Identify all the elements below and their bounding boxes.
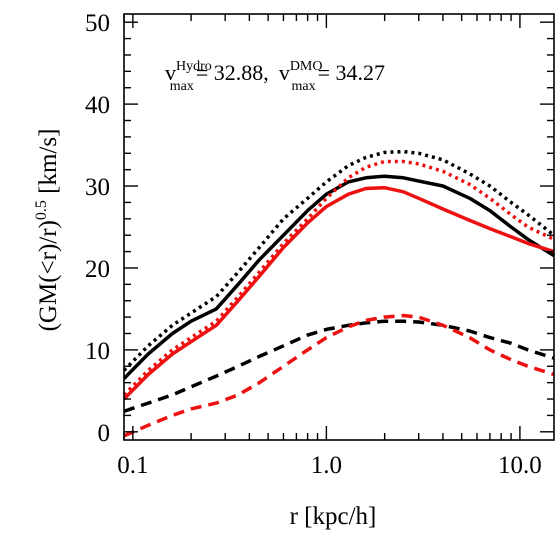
y-tick-label: 0 — [98, 420, 111, 447]
tick-labels: 0 10 20 30 40 50 0.1 1.0 10.0 — [85, 10, 542, 479]
annot-sup1: Hydro — [176, 59, 212, 74]
annot-sup2: DMO — [290, 59, 323, 74]
y-tick-label: 50 — [85, 10, 110, 37]
y-axis-title-sup: 0.5 — [33, 200, 50, 220]
series-line-1-solid-red — [122, 185, 555, 401]
y-tick-label: 10 — [85, 338, 110, 365]
x-axis-title: r [kpc/h] — [290, 503, 377, 530]
y-axis-title-post: [km/s] — [35, 129, 62, 201]
plot-frame — [123, 13, 555, 441]
annot-sub1: max — [170, 79, 194, 94]
axes-layer — [123, 13, 555, 441]
annot-v1: v — [165, 60, 176, 85]
series-line-5-dashed-red — [123, 313, 555, 438]
series-line-2-dotted-black — [122, 149, 556, 372]
y-tick-label: 30 — [85, 174, 110, 201]
y-axis-title: (GM(<r)/r)0.5 [km/s] — [33, 129, 62, 332]
series-layer — [122, 149, 556, 438]
y-tick-label: 20 — [85, 256, 110, 283]
annot-v2: v — [279, 60, 290, 85]
annot-val1: = 32.88, — [196, 60, 269, 85]
y-axis-title-pre: (GM(<r)/r) — [35, 220, 62, 331]
annot-val2: = 34.27 — [318, 60, 385, 85]
x-tick-label: 0.1 — [117, 452, 148, 479]
x-tick-label: 1.0 — [311, 452, 342, 479]
series-line-3-dotted-red — [122, 159, 555, 397]
series-line-4-dashed-black — [123, 319, 555, 413]
y-tick-label: 40 — [85, 92, 110, 119]
vmax-annotation: vHydro max= 32.88, vDMO max= 34.27 — [165, 59, 385, 94]
series-line-0-solid-black — [122, 174, 555, 380]
x-tick-label: 10.0 — [498, 452, 542, 479]
annot-sub2: max — [291, 79, 315, 94]
